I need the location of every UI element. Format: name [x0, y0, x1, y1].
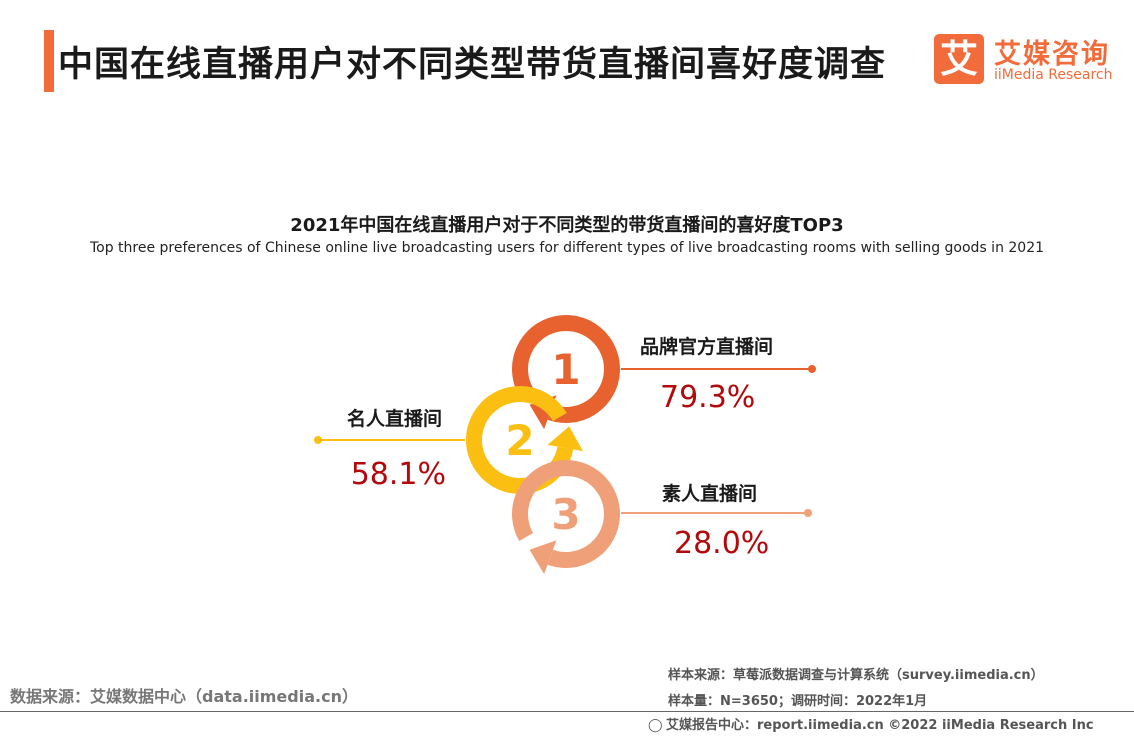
rank-2-label: 名人直播间	[347, 407, 442, 430]
rank-1-leader-dot	[808, 365, 816, 373]
title-accent-bar	[44, 30, 54, 92]
rank-1-label: 品牌官方直播间	[640, 335, 773, 358]
rank-2-arrowhead	[547, 426, 584, 452]
rank-3-label: 素人直播间	[662, 482, 757, 505]
globe-icon: ◯	[648, 718, 663, 733]
rank-2-value: 58.1%	[351, 457, 446, 492]
rank-3-arc	[512, 460, 620, 568]
rank-1-number: 1	[551, 345, 580, 394]
report-center: ◯ 艾媒报告中心：report.iimedia.cn ©2022 iiMedia …	[648, 714, 1094, 733]
data-source: 数据来源：艾媒数据中心（data.iimedia.cn）	[10, 687, 358, 706]
rank-2-number: 2	[505, 416, 534, 465]
logo-en-text: iiMedia Research	[994, 67, 1113, 83]
rank-3-number: 3	[551, 490, 580, 539]
page-title: 中国在线直播用户对不同类型带货直播间喜好度调查	[58, 45, 887, 85]
rank-3-arrowhead	[529, 540, 557, 575]
rank-2-leader-dot	[314, 436, 322, 444]
chart-title: 2021年中国在线直播用户对于不同类型的带货直播间的喜好度TOP3	[290, 215, 844, 236]
rank-3-value: 28.0%	[674, 526, 769, 561]
logo-cn-text: 艾媒咨询	[994, 39, 1110, 70]
rank-1-arc	[512, 315, 620, 423]
logo: 艾 艾媒咨询 iiMedia Research	[934, 32, 1124, 88]
rank-3-leader-dot	[804, 509, 812, 517]
report-center-text: 艾媒报告中心：report.iimedia.cn ©2022 iiMedia R…	[666, 718, 1094, 733]
chart-subtitle: Top three preferences of Chinese online …	[89, 240, 1045, 256]
footer-divider	[0, 711, 1134, 712]
sample-size: 样本量：N=3650；调研时间：2022年1月	[668, 694, 928, 709]
logo-mark: 艾	[934, 34, 984, 84]
sample-source: 样本来源：草莓派数据调查与计算系统（survey.iimedia.cn）	[668, 668, 1044, 683]
rank-1-value: 79.3%	[660, 380, 755, 415]
